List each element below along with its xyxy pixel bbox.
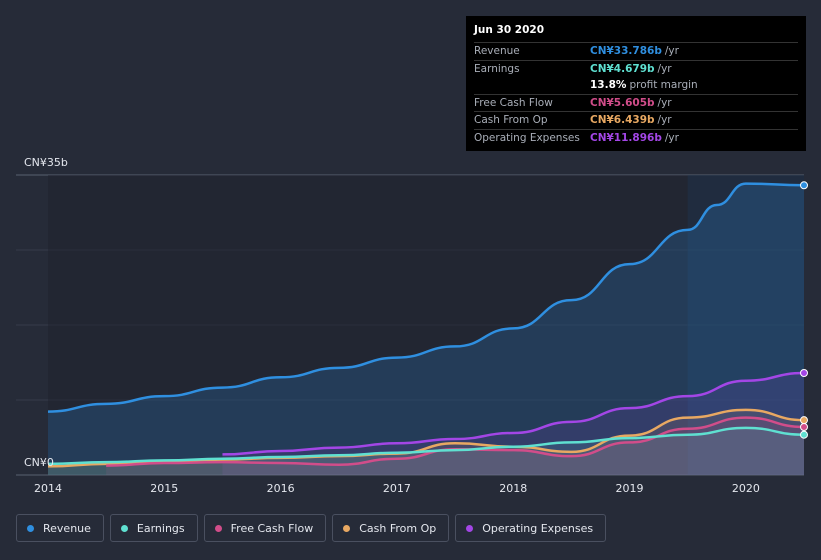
tooltip-unit: profit margin	[629, 79, 698, 92]
operating-expenses-end-point	[800, 369, 808, 377]
tooltip-label: Earnings	[474, 62, 520, 75]
legend-dot-icon	[120, 524, 128, 532]
x-tick-label: 2019	[615, 482, 644, 495]
earnings-end-point	[800, 430, 808, 439]
y-axis-max-label: CN¥35b	[24, 156, 68, 169]
tooltip-label: Operating Expenses	[474, 131, 580, 144]
y-axis-min-label: CN¥0	[24, 456, 54, 469]
tooltip-date: Jun 30 2020	[474, 24, 545, 36]
tooltip-label: Free Cash Flow	[474, 96, 553, 109]
legend-item-cash-from-op[interactable]: Cash From Op	[332, 514, 450, 542]
chart-grid	[16, 174, 804, 476]
plot-area	[48, 175, 804, 475]
legend-dot-icon	[466, 524, 474, 532]
operating-expenses-line	[222, 371, 805, 456]
data-tooltip: Jun 30 2020 Revenue CN¥33.786b/yr Earnings…	[466, 16, 806, 151]
legend-item-revenue[interactable]: Revenue	[16, 514, 104, 542]
tooltip-row: Free Cash Flow CN¥5.605b/yr	[474, 93, 798, 112]
tooltip-value: CN¥6.439b	[590, 114, 655, 127]
tooltip-row: Earnings CN¥4.679b/yr	[474, 59, 798, 78]
legend-label: Operating Expenses	[482, 521, 594, 535]
tooltip-row: Cash From Op CN¥6.439b/yr	[474, 111, 798, 129]
legend-dot-icon	[214, 524, 222, 532]
revenue-area	[48, 183, 804, 476]
revenue-end-point	[800, 181, 808, 190]
tooltip-row: Operating Expenses CN¥11.896b/yr	[474, 128, 798, 147]
tooltip-value: 13.8%	[590, 79, 627, 92]
series-lines	[47, 182, 805, 468]
tooltip-unit: /yr	[657, 62, 672, 75]
free-cash-flow-end-point	[800, 423, 808, 431]
tooltip-unit: /yr	[664, 45, 679, 58]
legend-item-operating-expenses[interactable]: Operating Expenses	[455, 514, 607, 542]
tooltip-unit: /yr	[664, 131, 679, 144]
legend-label: Earnings	[136, 521, 185, 535]
legend-item-earnings[interactable]: Earnings	[109, 514, 198, 542]
legend-label: Free Cash Flow	[230, 521, 314, 535]
operating-expenses-area	[222, 373, 804, 475]
x-tick-label: 2017	[382, 482, 411, 495]
cash-from-op-end-point	[800, 416, 808, 425]
x-tick-label: 2016	[266, 482, 295, 495]
series-end-dots	[800, 181, 808, 439]
cash-from-op-area	[48, 409, 804, 475]
legend-label: Cash From Op	[359, 521, 437, 535]
tooltip-label: Cash From Op	[474, 114, 548, 127]
chart-legend: Revenue Earnings Free Cash Flow Cash From O…	[16, 514, 612, 542]
tooltip-unit: /yr	[657, 96, 672, 109]
x-tick-label: 2015	[150, 482, 179, 495]
x-tick-label: 2020	[731, 482, 760, 495]
tooltip-unit: /yr	[657, 114, 672, 127]
legend-label: Revenue	[43, 521, 91, 535]
legend-item-free-cash-flow[interactable]: Free Cash Flow	[203, 514, 327, 542]
free-cash-flow-area	[106, 417, 804, 475]
tooltip-value: CN¥5.605b	[590, 96, 655, 109]
revenue-line	[47, 182, 805, 413]
legend-dot-icon	[27, 524, 34, 532]
tooltip-row: 13.8% profit margin	[474, 77, 798, 94]
earnings-line	[47, 426, 805, 466]
tooltip-value: CN¥33.786b	[590, 45, 662, 58]
tooltip-label: Revenue	[474, 45, 520, 58]
tooltip-value: CN¥4.679b	[590, 62, 655, 75]
legend-dot-icon	[343, 524, 351, 532]
x-tick-label: 2014	[34, 482, 62, 495]
x-tick-label: 2018	[499, 482, 528, 495]
tooltip-value: CN¥11.896b	[590, 131, 662, 144]
tooltip-row: Revenue CN¥33.786b/yr	[474, 42, 798, 60]
